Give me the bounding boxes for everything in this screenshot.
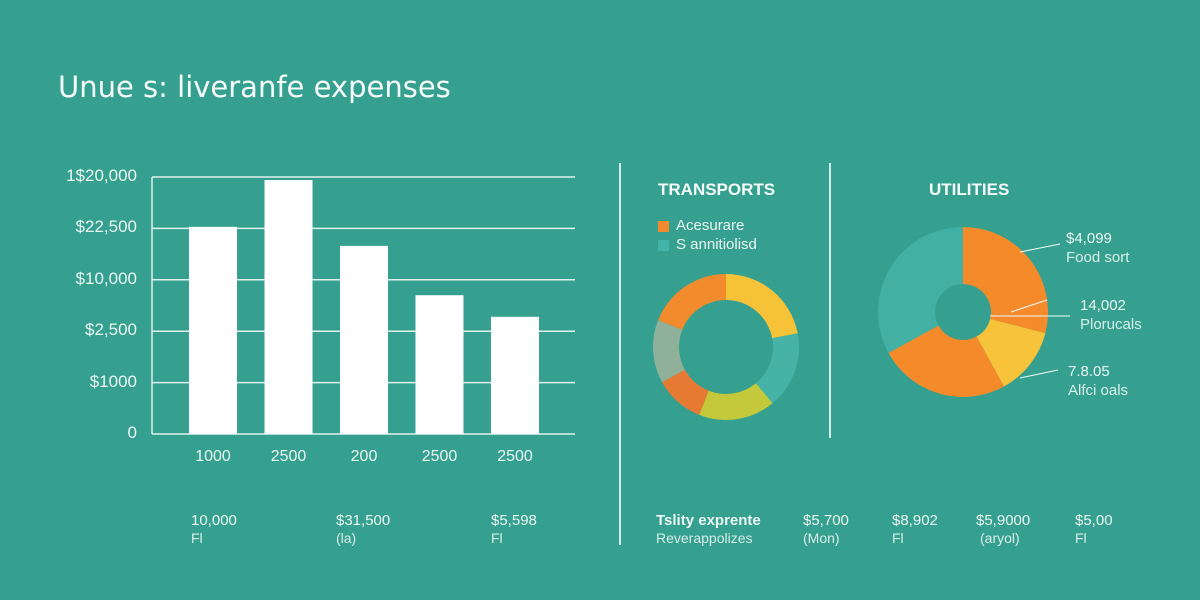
divider (619, 163, 621, 545)
footer-label: Fl (892, 530, 904, 546)
x-tick-label: 2500 (497, 448, 533, 465)
footer-value: $5,00 (1075, 512, 1113, 529)
footer-label: Fl (1075, 530, 1087, 546)
divider (829, 163, 831, 438)
bar-chart (151, 176, 575, 435)
bar (340, 245, 388, 434)
footer-label: (aryol) (980, 530, 1020, 546)
utilities-slice (990, 313, 1048, 334)
footer-value: $5,9000 (976, 512, 1031, 529)
transports-slice (662, 369, 709, 415)
callout-line (1010, 299, 1048, 313)
x-tick-label: 1000 (195, 448, 231, 465)
legend-swatch (658, 221, 669, 232)
legend-swatch (658, 240, 669, 251)
y-tick-label: $2,500 (85, 320, 137, 340)
x-tick-label: 2500 (421, 448, 458, 465)
utilities-slice (963, 227, 1049, 318)
footer-label: Fl (491, 530, 503, 546)
callout-label: Food sort (1066, 249, 1130, 266)
callout-line (1019, 369, 1059, 379)
footer-value: $5,700 (803, 512, 849, 529)
y-tick-label: 0 (127, 423, 137, 442)
y-tick-label: $1000 (89, 371, 137, 391)
footer-label: (Mon) (803, 530, 840, 546)
utilities-title: UTILITIES (929, 180, 1010, 199)
y-tick-label: $22,500 (75, 217, 137, 237)
chart-title: Unue s: liveranfe expenses (58, 70, 451, 104)
bar (264, 180, 313, 434)
bar (491, 316, 539, 434)
legend-label: Acesurare (676, 217, 745, 234)
callout-value: $4,099 (1066, 230, 1112, 247)
transports-title: TRANSPORTS (658, 180, 776, 199)
transports-slice (658, 274, 726, 330)
callout-label: Alfci oals (1068, 382, 1129, 399)
utilities-slice (976, 318, 1046, 387)
footer-value: $8,902 (892, 512, 938, 529)
footer-value: 10,000 (191, 512, 237, 529)
footer-value: $5,598 (491, 512, 537, 529)
callout-line (1019, 243, 1061, 253)
utility-footer-subheading: Reverappolizes (656, 530, 753, 546)
x-tick-label: 200 (350, 448, 378, 465)
footer-value: $31,500 (336, 512, 391, 529)
y-tick-label: 1$20,000 (66, 166, 137, 185)
transports-slice (755, 333, 799, 404)
transports-slice (653, 320, 685, 383)
y-tick-label: $10,000 (75, 268, 137, 288)
callout-value: 14,002 (1080, 297, 1126, 314)
bar (415, 295, 464, 434)
bar (189, 226, 237, 434)
callout-label: Plorucals (1080, 316, 1142, 333)
utilities-slice (888, 325, 1004, 397)
utilities-slice (878, 227, 963, 353)
callout-value: 7.8.05 (1068, 363, 1110, 380)
footer-label: Fl (191, 530, 203, 546)
footer-label: (la) (336, 530, 357, 546)
legend-label: S annitiolisd (676, 236, 757, 253)
x-tick-label: 2500 (270, 448, 307, 465)
transports-slice (726, 274, 798, 339)
utility-footer-heading: Tslity exprente (656, 512, 761, 529)
transports-slice (699, 383, 773, 420)
